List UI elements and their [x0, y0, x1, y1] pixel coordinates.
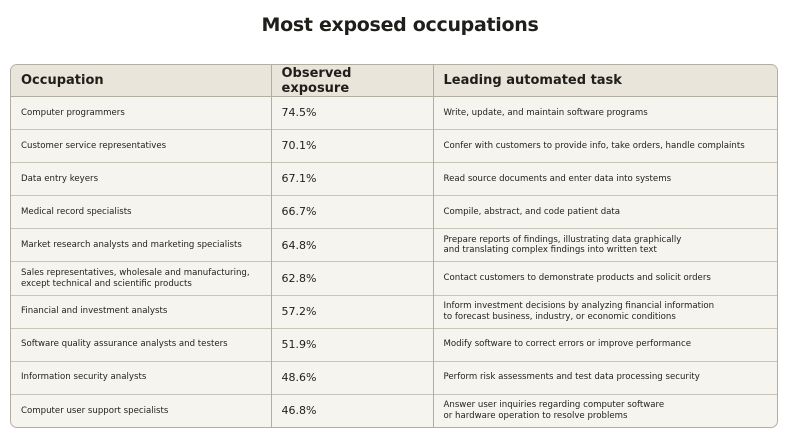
table-cell: 62.8%	[271, 261, 434, 296]
table-cell: Compile, abstract, and code patient data	[433, 195, 777, 229]
table-cell: 74.5%	[271, 96, 434, 130]
table-row: Data entry keyers 67.1% Read source docume…	[11, 162, 777, 196]
table-row: Customer service representatives 70.1% Con…	[11, 129, 777, 163]
table-cell: 64.8%	[271, 228, 434, 262]
table-row: Computer user support specialists 46.8% An…	[11, 393, 777, 427]
table-cell: Computer user support specialists	[11, 393, 272, 427]
table-row: Market research analysts and marketing s…	[11, 228, 777, 262]
table-row: Medical record specialists 66.7% Compile, …	[11, 195, 777, 229]
table-row: Financial and investment analysts 57.2% In…	[11, 294, 777, 329]
table-cell: Computer programmers	[11, 96, 272, 130]
table-cell: 46.8%	[271, 393, 434, 427]
table-cell: Confer with customers to provide info, t…	[433, 129, 777, 163]
table-cell: Data entry keyers	[11, 162, 272, 196]
table-cell: Financial and investment analysts	[11, 294, 272, 329]
table-cell: Prepare reports of findings, illustratin…	[433, 228, 777, 262]
column-header: Observed exposure	[271, 65, 434, 97]
table-cell: Modify software to correct errors or imp…	[433, 327, 777, 362]
table-cell: Inform investment decisions by analyzing…	[433, 294, 777, 329]
table-row: Computer programmers 74.5% Write, update, …	[11, 96, 777, 130]
column-header: Leading automated task	[433, 65, 777, 97]
table-cell: Software quality assurance analysts and …	[11, 327, 272, 362]
table-row: Software quality assurance analysts and …	[11, 327, 777, 362]
table-cell: 48.6%	[271, 360, 434, 395]
table-cell: Perform risk assessments and test data p…	[433, 360, 777, 395]
table-cell: Write, update, and maintain software pro…	[443, 107, 648, 118]
table-cell: 70.1%	[271, 129, 434, 163]
table-cell: Sales representatives, wholesale and man…	[11, 261, 272, 296]
table-row: Sales representatives, wholesale and man…	[11, 261, 777, 296]
table-cell: Information security analysts	[11, 360, 272, 395]
header-row: Occupation Observed exposure Leading autom…	[11, 65, 777, 97]
table-cell: Medical record specialists	[11, 195, 272, 229]
table-cell: 51.9%	[271, 327, 434, 362]
table-body: Computer programmers 74.5% Write, update, …	[11, 96, 777, 427]
table-frame: Occupation Observed exposure Leading autom…	[10, 64, 778, 428]
table-row: Information security analysts 48.6% Perfor…	[11, 360, 777, 395]
table: Occupation Observed exposure Leading autom…	[11, 65, 777, 427]
table-cell: 66.7%	[271, 195, 434, 229]
table-cell: Read source documents and enter data int…	[433, 162, 777, 196]
title: Most exposed occupations	[261, 14, 539, 36]
table-cell: Contact customers to demonstrate product…	[433, 261, 777, 296]
table-cell: Answer user inquiries regarding computer…	[433, 393, 777, 427]
table-cell: Customer service representatives	[11, 129, 272, 163]
table-cell: 57.2%	[271, 294, 434, 329]
table-cell: 67.1%	[271, 162, 434, 196]
column-header: Occupation	[11, 65, 272, 97]
table-cell: Market research analysts and marketing s…	[11, 228, 272, 262]
